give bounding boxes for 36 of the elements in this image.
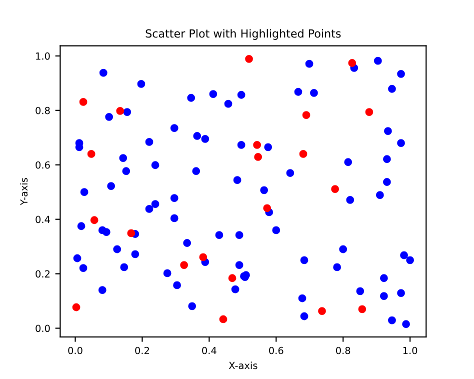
- y-tick-label: 0.6: [36, 161, 50, 169]
- point: [245, 54, 253, 63]
- y-tick-label: 0.2: [36, 270, 50, 278]
- x-tick-label: 1.0: [403, 346, 418, 354]
- y-tick-label: 0.8: [36, 106, 50, 114]
- point: [87, 150, 96, 158]
- point: [219, 315, 228, 324]
- y-tick-label: 1.0: [36, 52, 50, 60]
- x-axis-title: X-axis: [228, 362, 258, 370]
- point: [127, 229, 136, 238]
- y-tick-label: 0.4: [36, 216, 50, 224]
- x-tick-label: 0.8: [336, 346, 350, 354]
- point: [180, 261, 188, 269]
- point: [302, 111, 310, 119]
- point: [90, 216, 98, 224]
- x-tick-label: 0.4: [202, 346, 216, 354]
- y-tick-label: 0.0: [36, 324, 50, 332]
- point: [228, 274, 236, 282]
- point: [199, 253, 208, 262]
- point: [79, 98, 88, 106]
- y-axis-title: Y-axis: [20, 178, 28, 206]
- point: [331, 185, 340, 194]
- x-tick-label: 0.6: [269, 346, 284, 354]
- point: [299, 150, 308, 158]
- chart-title: Scatter Plot with Highlighted Points: [146, 29, 341, 40]
- point: [253, 141, 262, 149]
- point: [358, 305, 366, 314]
- point: [263, 204, 272, 212]
- point: [348, 59, 356, 67]
- point: [318, 307, 326, 316]
- point: [254, 153, 262, 161]
- x-tick-label: 0.2: [135, 346, 149, 354]
- point: [365, 108, 374, 116]
- x-tick-label: 0.0: [68, 346, 82, 354]
- point: [116, 106, 124, 115]
- point: [72, 303, 80, 312]
